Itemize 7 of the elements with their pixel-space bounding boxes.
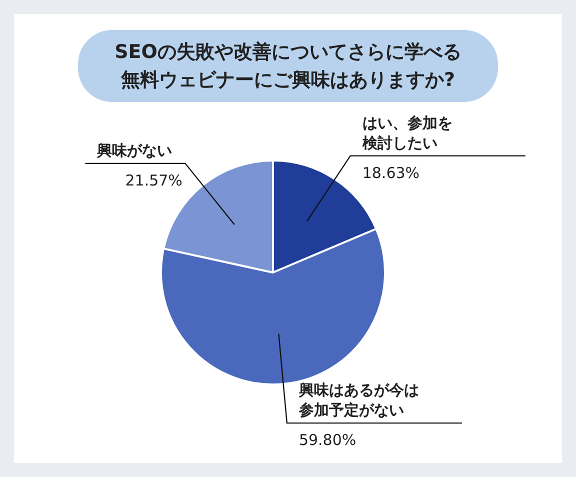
- slice-label: 興味はあるが今は参加予定がない: [298, 381, 419, 420]
- data-label: 18.63%: [362, 164, 420, 182]
- slice-label: はい、参加を検討したい: [361, 114, 452, 152]
- chart-title: SEOの失敗や改善についてさらに学べる無料ウェビナーにご興味はありますか?: [78, 30, 498, 102]
- slice-label: 興味がない: [96, 141, 172, 160]
- data-label: 59.80%: [298, 431, 356, 450]
- data-label: 21.57%: [125, 171, 182, 190]
